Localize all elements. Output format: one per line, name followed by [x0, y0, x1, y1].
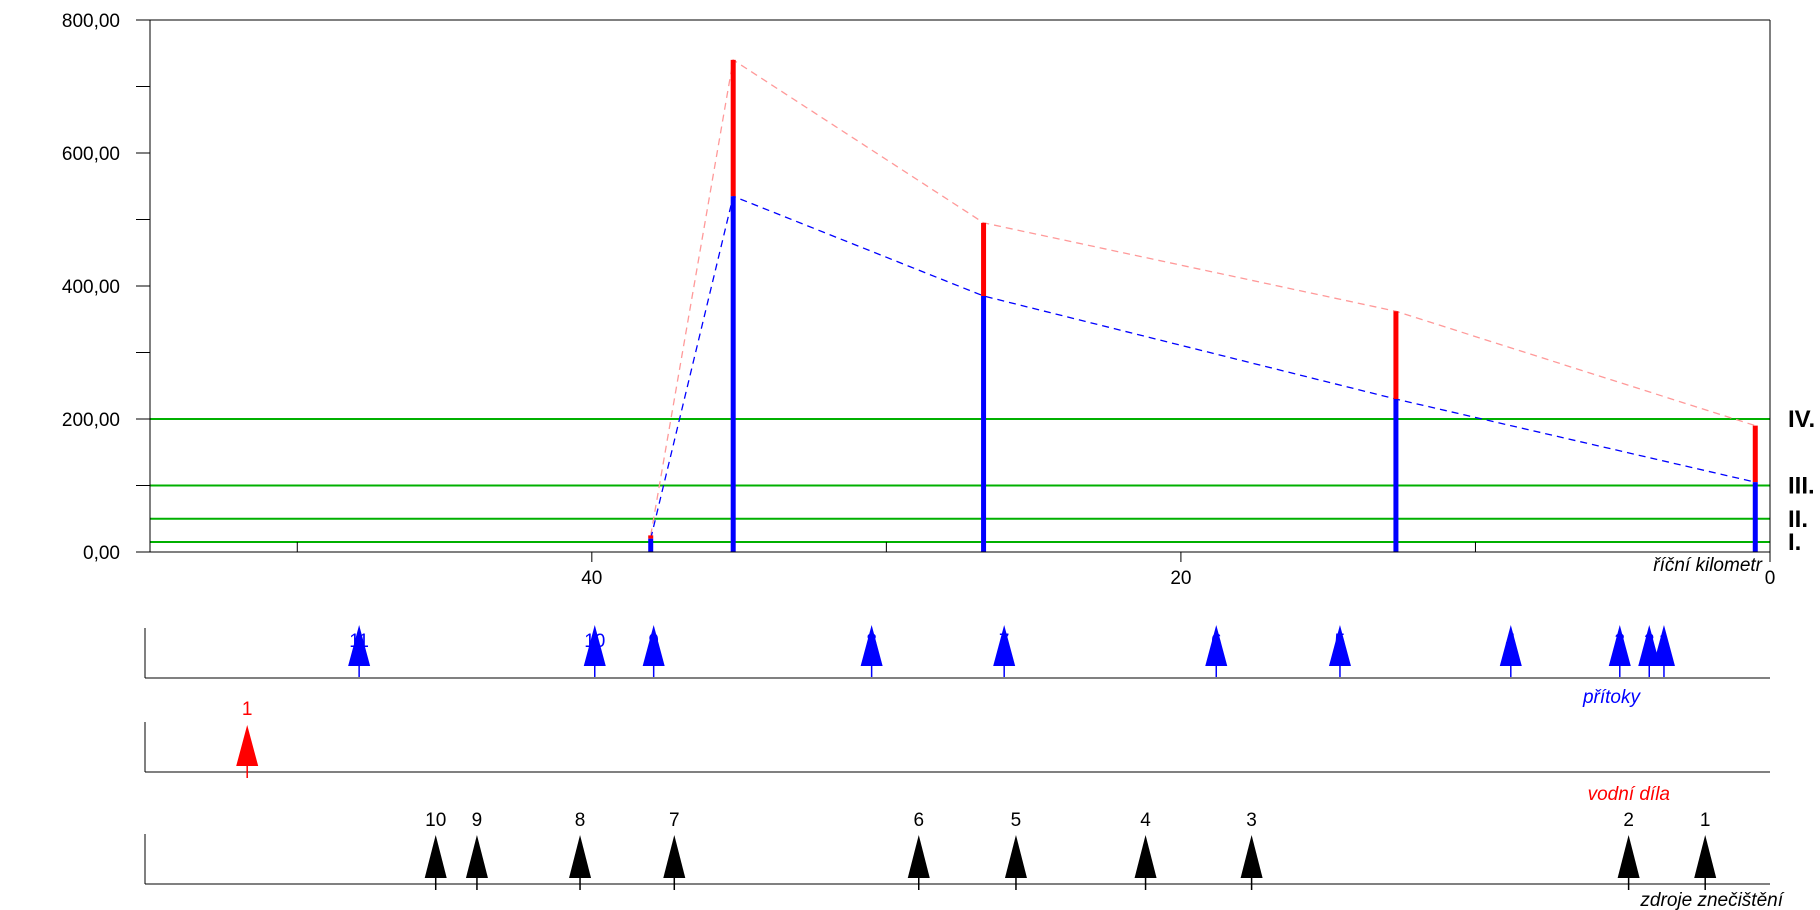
pollution-source-marker — [569, 835, 592, 878]
x-tick-label: 40 — [581, 568, 602, 589]
tributary-marker — [1328, 625, 1351, 666]
y-tick-label: 0,00 — [83, 543, 120, 564]
tributary-label: 3 — [1614, 631, 1625, 652]
tributary-label: 11 — [349, 631, 369, 652]
pollution-source-marker — [1694, 835, 1717, 878]
tributary-marker — [642, 625, 665, 666]
pollution-source-marker — [1134, 835, 1157, 878]
tributary-marker — [348, 625, 371, 666]
tributary-marker — [1499, 625, 1522, 666]
tributaries-label: přítoky — [1582, 687, 1642, 708]
water-structure-label: 1 — [242, 699, 253, 720]
pollution-source-marker — [1004, 835, 1027, 878]
y-tick-label: 800,00 — [62, 11, 120, 32]
pollution-source-label: 2 — [1623, 810, 1634, 831]
tributary-label: 10 — [584, 631, 605, 652]
x-axis-title: říční kilometr — [1653, 555, 1762, 576]
tributary-marker — [583, 625, 606, 666]
upper-trend-line — [650, 58, 1756, 536]
y-tick-label: 200,00 — [62, 410, 120, 431]
class-limit-lines — [150, 418, 1770, 544]
tributary-marker — [860, 625, 883, 666]
y-tick-label: 600,00 — [62, 144, 120, 165]
tributary-label: 1 — [1659, 631, 1670, 652]
class-limit-label: III. — [1788, 473, 1815, 500]
tributary-marker — [1608, 625, 1631, 666]
pollution-source-marker — [424, 835, 447, 878]
pollution-source-label: 10 — [425, 810, 446, 831]
pollution-source-label: 5 — [1011, 810, 1022, 831]
class-limit-labels: I.II. III. IV. — [1788, 406, 1815, 556]
tributary-marker — [993, 625, 1016, 666]
trend-lines — [650, 58, 1756, 539]
y-tick-label: 400,00 — [62, 277, 120, 298]
tributary-label: 9 — [648, 631, 659, 652]
tributary-marker — [1652, 625, 1675, 666]
measurement-bars — [648, 59, 1758, 552]
tributary-label: 8 — [866, 631, 877, 652]
tributary-label: 2 — [1644, 631, 1655, 652]
pollution-source-marker — [465, 835, 488, 878]
pollution-source-label: 9 — [472, 810, 483, 831]
pollution-source-label: 8 — [575, 810, 586, 831]
tributary-label: 6 — [1211, 631, 1222, 652]
x-tick-label: 0 — [1765, 568, 1776, 589]
pollution-source-label: 7 — [669, 810, 680, 831]
class-limit-label: II. — [1788, 506, 1808, 533]
pollution-source-label: 6 — [913, 810, 924, 831]
water-structure-marker — [236, 725, 259, 766]
tributary-marker — [1205, 625, 1228, 666]
pollution-source-label: 3 — [1246, 810, 1257, 831]
x-tick-labels: 40 20 0 — [581, 568, 1775, 589]
pollution-sources-label: zdroje znečištění — [1639, 890, 1784, 910]
pollution-source-marker — [907, 835, 930, 878]
pollution-source-marker — [663, 835, 686, 878]
x-tick-label: 20 — [1170, 568, 1191, 589]
water-structures-label: vodní díla — [1588, 784, 1670, 805]
tributary-label: 7 — [999, 631, 1010, 652]
y-tick-labels: 0,00 200,00 400,00 600,00 800,00 — [62, 11, 120, 564]
lower-trend-line — [650, 195, 1756, 539]
pollution-source-label: 4 — [1140, 810, 1151, 831]
pollution-source-marker — [1617, 835, 1640, 878]
tributary-label: 4 — [1506, 631, 1517, 652]
tributary-label: 5 — [1335, 631, 1346, 652]
axes — [136, 19, 1771, 562]
class-limit-label: IV. — [1788, 406, 1815, 433]
pollution-source-label: 1 — [1700, 810, 1711, 831]
pollution-source-marker — [1240, 835, 1263, 878]
class-limit-label: I. — [1788, 529, 1801, 556]
tributary-marker — [1638, 625, 1661, 666]
